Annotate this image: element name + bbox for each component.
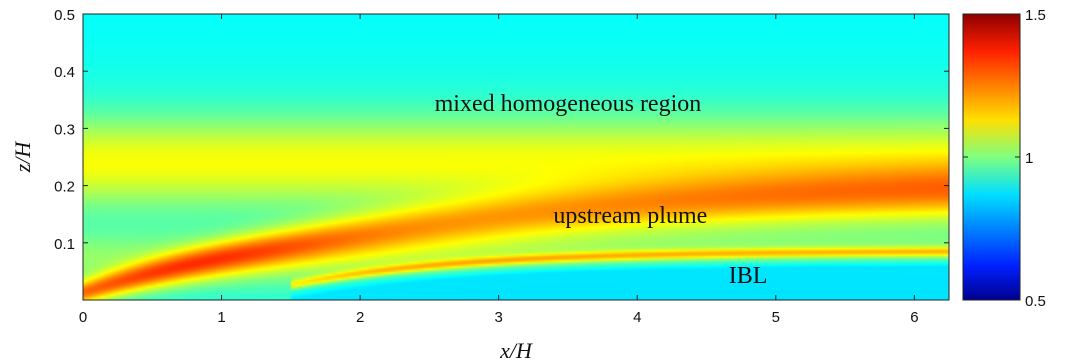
y-axis: 0.1 0.2 0.3 0.4 0.5 <box>54 7 949 253</box>
x-tick-label: 1 <box>217 309 225 326</box>
heatmap-field <box>83 14 949 300</box>
x-tick-label: 4 <box>633 309 641 326</box>
y-tick-label: 0.5 <box>54 7 75 24</box>
y-tick-label: 0.1 <box>54 236 75 253</box>
y-tick-label: 0.3 <box>54 121 75 138</box>
plot-frame <box>82 13 950 301</box>
annotation-label: mixed homogeneous region <box>435 91 702 117</box>
x-tick-label: 0 <box>79 309 87 326</box>
x-tick-label: 2 <box>356 309 364 326</box>
colorbar-ticks: 0.5 1 1.5 <box>963 7 1046 310</box>
x-tick-label: 6 <box>910 309 918 326</box>
x-axis-label: x/H <box>499 338 533 363</box>
y-axis-label: z/H <box>10 141 35 174</box>
x-tick-label: 3 <box>495 309 503 326</box>
annotation-label: IBL <box>729 263 768 289</box>
plot-area <box>82 13 950 301</box>
colorbar-tick-label: 1 <box>1025 150 1033 167</box>
y-tick-label: 0.2 <box>54 179 75 196</box>
x-axis: 0 1 2 3 4 5 6 <box>79 14 919 326</box>
colorbar-tick-label: 1.5 <box>1025 7 1046 24</box>
colorbar-tick-label: 0.5 <box>1025 293 1046 310</box>
colorbar: 0.5 1 1.5 <box>962 7 1046 310</box>
annotations: mixed homogeneous region upstream plume IB… <box>435 91 768 289</box>
x-tick-label: 5 <box>772 309 780 326</box>
annotation-label: upstream plume <box>553 203 707 229</box>
y-tick-label: 0.4 <box>54 64 75 81</box>
colorbar-gradient <box>962 13 1021 301</box>
